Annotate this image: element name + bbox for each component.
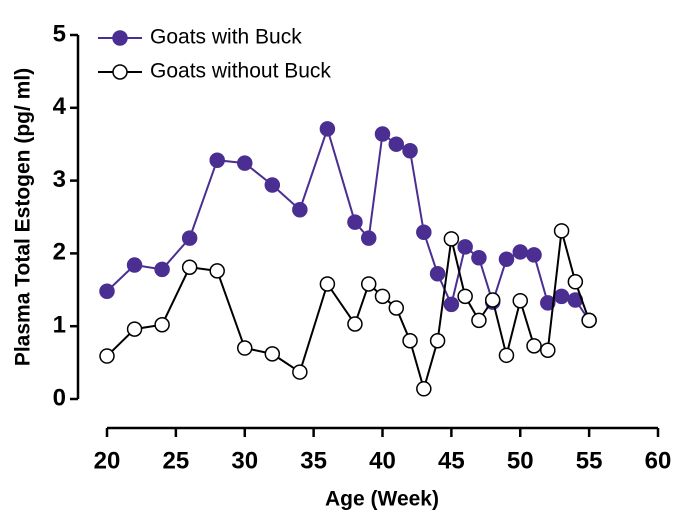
data-point (581, 312, 597, 329)
legend-marker (112, 30, 128, 46)
data-point (347, 214, 363, 230)
x-tick-label: 60 (645, 447, 672, 474)
legend-label: Goats without Buck (150, 60, 331, 83)
data-point (512, 244, 528, 260)
data-point (567, 274, 584, 290)
data-point (209, 152, 225, 168)
legend-marker (112, 64, 128, 80)
y-axis-title: Plasma Total Estogen (pg/ ml) (12, 68, 35, 366)
data-point (388, 136, 405, 152)
data-point (443, 296, 460, 313)
data-point (181, 259, 198, 275)
data-point (374, 126, 391, 142)
data-point (347, 316, 363, 332)
x-tick-label: 35 (300, 447, 327, 474)
data-point (126, 321, 143, 337)
data-point (402, 333, 418, 349)
legend-label: Goats with Buck (150, 26, 302, 49)
data-point (416, 224, 432, 241)
data-point (388, 300, 405, 316)
data-point (471, 312, 487, 329)
data-point (498, 347, 515, 364)
data-point (512, 292, 528, 309)
data-point (457, 288, 473, 305)
data-point (126, 257, 143, 273)
x-tick-label: 25 (163, 447, 190, 474)
data-point (319, 121, 336, 137)
data-point (540, 342, 556, 358)
data-point (99, 283, 115, 300)
data-point (416, 381, 432, 397)
data-point (526, 338, 542, 354)
data-point (181, 230, 198, 246)
data-point (209, 263, 225, 279)
x-tick-label: 40 (369, 447, 396, 474)
x-tick-label: 45 (438, 447, 465, 474)
y-tick-label: 2 (53, 239, 66, 266)
data-point (154, 316, 170, 333)
x-axis-title: Age (Week) (325, 488, 439, 511)
x-tick-label: 30 (231, 447, 258, 474)
data-point (457, 239, 473, 255)
y-tick-label: 1 (53, 312, 66, 339)
x-tick-label: 55 (576, 447, 603, 474)
data-point (429, 333, 446, 349)
data-point (484, 292, 501, 308)
data-point (99, 348, 115, 364)
data-point (292, 201, 308, 218)
data-point (319, 276, 336, 292)
data-point (264, 346, 281, 362)
y-tick-label: 0 (53, 384, 66, 411)
data-point (498, 251, 515, 267)
data-point (264, 177, 281, 193)
data-point (237, 340, 253, 356)
data-point (154, 261, 170, 278)
data-point (402, 143, 418, 159)
x-tick-label: 20 (94, 447, 121, 474)
y-tick-label: 3 (53, 166, 66, 193)
x-tick-label: 50 (507, 447, 534, 474)
data-point (237, 155, 253, 171)
data-point (360, 230, 377, 246)
data-point (443, 231, 460, 247)
data-point (292, 364, 308, 380)
data-point (526, 247, 542, 263)
data-point (553, 288, 570, 305)
data-point (360, 276, 377, 292)
y-tick-label: 4 (53, 93, 67, 120)
data-point (374, 288, 391, 305)
data-point (553, 223, 570, 239)
y-tick-label: 5 (53, 20, 66, 47)
data-point (429, 266, 446, 282)
data-point (471, 250, 487, 266)
data-point (540, 295, 556, 311)
